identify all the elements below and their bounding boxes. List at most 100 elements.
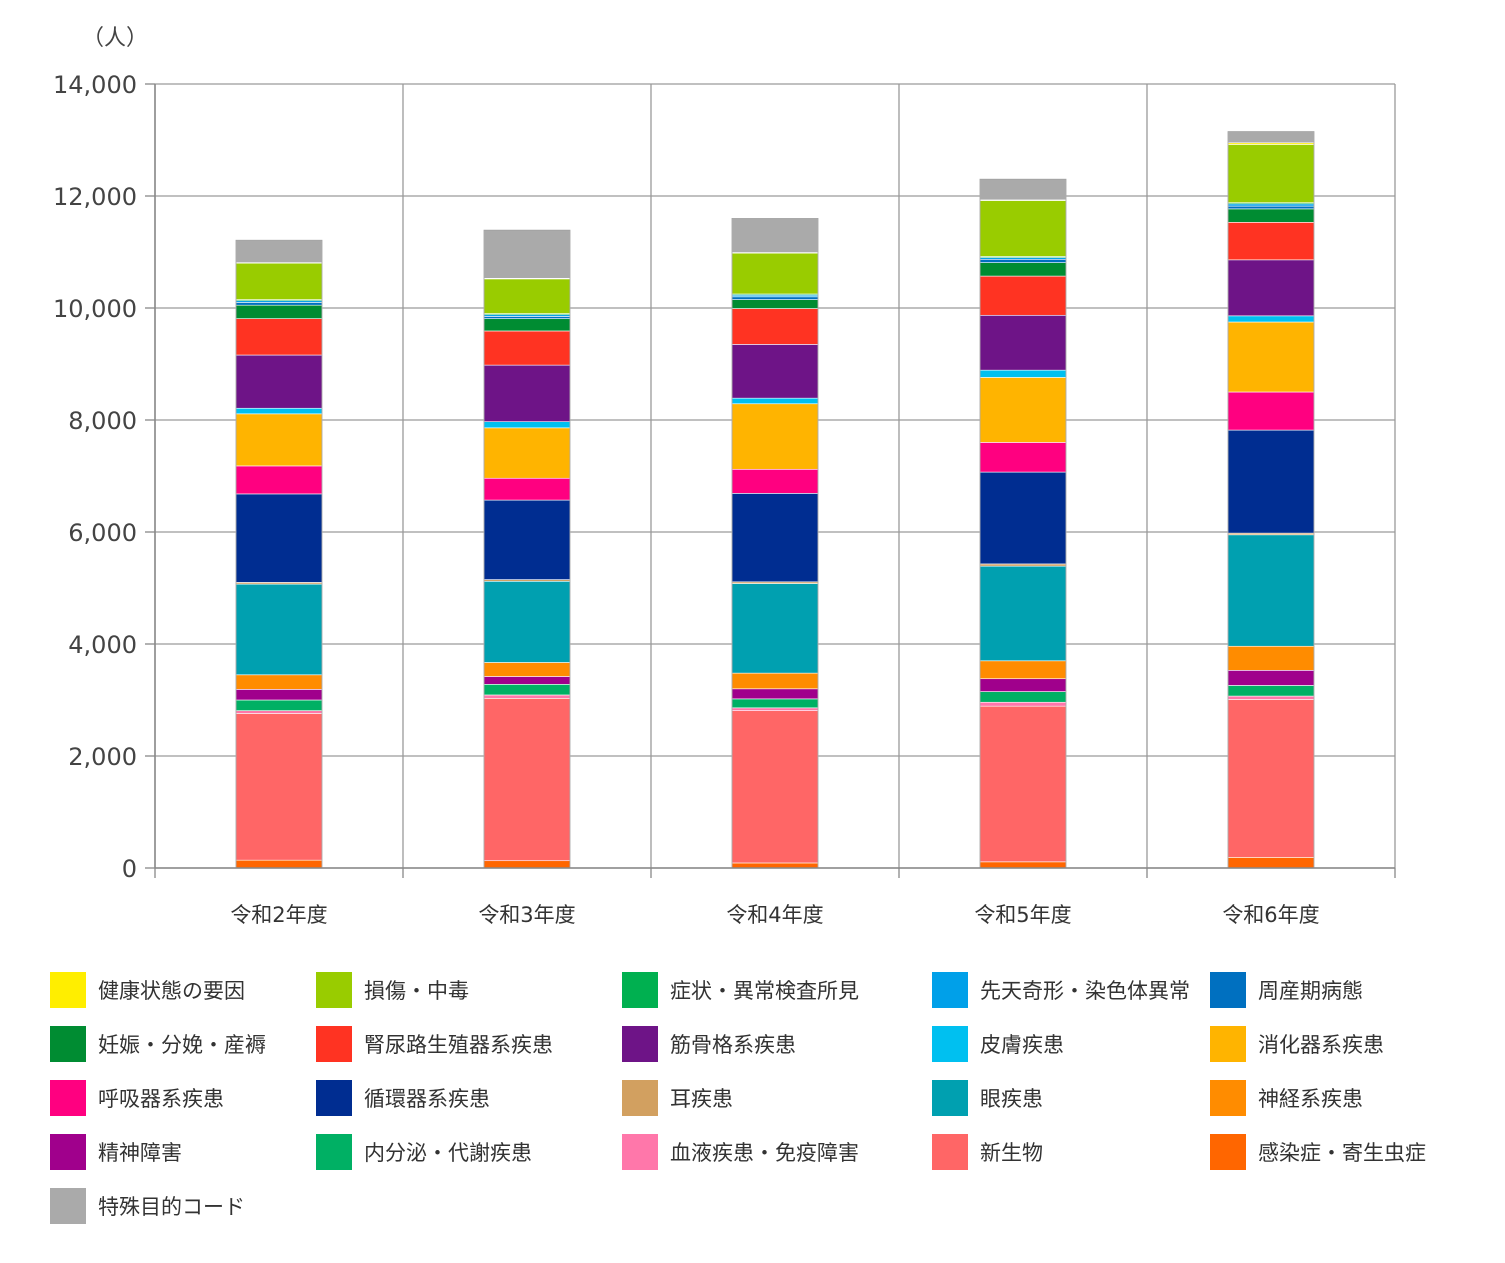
bar-segment <box>483 662 571 677</box>
legend-swatch <box>1210 1080 1246 1116</box>
bar-segment <box>235 699 323 711</box>
bar-segment <box>979 442 1067 473</box>
legend-label: 健康状態の要因 <box>98 979 245 1003</box>
bar-segment <box>1227 203 1315 207</box>
bar-segment <box>483 364 571 422</box>
bar-segment <box>979 275 1067 316</box>
bar-segment <box>979 861 1067 869</box>
bar-segment <box>235 354 323 409</box>
bar-segment <box>483 694 571 699</box>
x-category-label: 令和5年度 <box>974 903 1071 927</box>
legend-label: 循環器系疾患 <box>364 1087 490 1111</box>
y-tick-label: 0 <box>122 855 137 883</box>
bar-segment <box>483 860 571 869</box>
legend-label: 眼疾患 <box>980 1087 1043 1111</box>
legend-label: 筋骨格系疾患 <box>670 1033 796 1057</box>
legend-swatch <box>932 1026 968 1062</box>
bar-segment <box>1227 857 1315 869</box>
bar-segment <box>235 239 323 263</box>
y-tick-label: 10,000 <box>53 295 137 323</box>
legend-label: 血液疾患・免疫障害 <box>670 1141 859 1165</box>
legend-swatch <box>50 1026 86 1062</box>
bar-segment <box>731 344 819 399</box>
bar-segment <box>235 689 323 701</box>
bar-segment <box>979 200 1067 257</box>
x-category-label: 令和6年度 <box>1222 903 1319 927</box>
bar-segment <box>979 178 1067 201</box>
bar-segment <box>731 583 819 674</box>
legend-swatch <box>316 1134 352 1170</box>
bar-segment <box>235 674 323 690</box>
bar-segment <box>235 710 323 714</box>
bar-segment <box>235 859 323 869</box>
legend-item: 眼疾患 <box>932 1080 1043 1116</box>
bar-segment <box>1227 645 1315 671</box>
legend-item: 筋骨格系疾患 <box>622 1026 796 1062</box>
bar-segment <box>731 308 819 345</box>
legend-item: 精神障害 <box>50 1134 182 1170</box>
bar-segment <box>483 676 571 685</box>
legend-label: 呼吸器系疾患 <box>98 1087 224 1111</box>
bar-segment <box>731 688 819 700</box>
bar-segment <box>235 465 323 495</box>
bar-segment <box>731 862 819 869</box>
legend-swatch <box>932 972 968 1008</box>
bar-segment <box>731 252 819 295</box>
legend-swatch <box>316 1026 352 1062</box>
legend-item: 神経系疾患 <box>1210 1080 1363 1116</box>
bar-segment <box>1227 222 1315 261</box>
bar-segment <box>979 705 1067 863</box>
legend-item: 感染症・寄生虫症 <box>1210 1134 1426 1170</box>
bar-segment <box>483 477 571 501</box>
legend-label: 損傷・中毒 <box>364 979 469 1003</box>
bar-segment <box>979 262 1067 277</box>
x-category-label: 令和4年度 <box>726 903 823 927</box>
legend-item: 耳疾患 <box>622 1080 733 1116</box>
legend-label: 症状・異常検査所見 <box>670 979 859 1003</box>
legend-label: 皮膚疾患 <box>980 1033 1064 1057</box>
bar-segment <box>1227 534 1315 647</box>
bar-segment <box>1227 208 1315 223</box>
legend-item: 呼吸器系疾患 <box>50 1080 224 1116</box>
legend-swatch <box>1210 972 1246 1008</box>
legend-item: 腎尿路生殖器系疾患 <box>316 1026 553 1062</box>
legend-swatch <box>50 1134 86 1170</box>
bar-segment <box>235 493 323 583</box>
bar-segment <box>235 413 323 467</box>
bar-segment <box>731 468 819 494</box>
bar-segment <box>731 698 819 709</box>
bar-segment <box>979 660 1067 680</box>
stacked-bar-chart: （人） 0 2,000 4,000 6,000 8,000 10,000 12,000 14,… <box>53 26 1396 927</box>
legend-swatch <box>50 972 86 1008</box>
bar-segment <box>731 397 819 405</box>
bar-segment <box>979 563 1067 567</box>
legend-swatch <box>622 1026 658 1062</box>
bar-segment <box>483 684 571 696</box>
bar-segment <box>235 713 323 861</box>
bar-segment <box>235 302 323 306</box>
legend-item: 周産期病態 <box>1210 972 1363 1008</box>
bar-segment <box>235 262 323 300</box>
bar-segment <box>979 701 1067 707</box>
bar-segment <box>979 678 1067 692</box>
legend-item: 新生物 <box>932 1134 1043 1170</box>
bar-segment <box>979 258 1067 263</box>
bar-segment <box>731 299 819 309</box>
legend-label: 先天奇形・染色体異常 <box>980 979 1190 1003</box>
bar-segment <box>731 218 819 253</box>
bar-segment <box>731 707 819 711</box>
bar-segment <box>235 583 323 676</box>
bar-segment <box>1227 429 1315 534</box>
legend-item: 先天奇形・染色体異常 <box>932 972 1190 1008</box>
bar-segment <box>1227 699 1315 858</box>
x-category-label: 令和2年度 <box>230 903 327 927</box>
bar-segment <box>979 369 1067 378</box>
legend-swatch <box>316 1080 352 1116</box>
legend-label: 精神障害 <box>98 1141 182 1165</box>
legend-item: 特殊目的コード <box>50 1188 245 1224</box>
bar-segment <box>979 565 1067 662</box>
legend-item: 皮膚疾患 <box>932 1026 1064 1062</box>
y-tick-label: 6,000 <box>68 519 137 547</box>
legend-label: 耳疾患 <box>670 1087 733 1111</box>
y-tick-label: 8,000 <box>68 407 137 435</box>
